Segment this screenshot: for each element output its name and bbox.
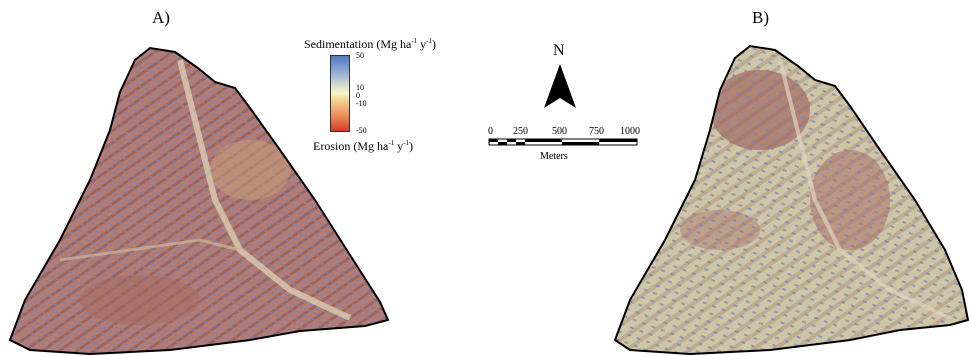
legend-erosion-title: Erosion (Mg ha-1 y-1)	[313, 139, 414, 153]
scale-tick-500: 500	[552, 126, 567, 137]
legend-tick-10: 10	[356, 83, 364, 92]
legend-tick-50: 50	[356, 51, 364, 60]
legend-tick-neg50: -50	[356, 126, 367, 135]
north-label: N	[553, 42, 565, 59]
scale-units-label: Meters	[540, 151, 568, 162]
scale-tick-750: 750	[589, 126, 604, 137]
legend-sedimentation-title: Sedimentation (Mg ha-1 y-1)	[304, 37, 437, 51]
scale-bar	[488, 138, 638, 146]
legend-tick-0: 0	[356, 91, 360, 100]
legend-tick-neg10: -10	[356, 99, 367, 108]
scale-tick-250: 250	[513, 126, 528, 137]
north-arrow-icon	[544, 64, 576, 108]
panel-a-label: A)	[152, 8, 170, 27]
panel-b-label: B)	[752, 8, 769, 27]
scale-tick-1000: 1000	[620, 126, 640, 137]
legend-color-bar	[330, 55, 350, 132]
map-b-erosion-sedimentation	[613, 44, 969, 356]
scale-tick-0: 0	[488, 126, 493, 137]
map-a-erosion-sedimentation	[8, 46, 390, 356]
